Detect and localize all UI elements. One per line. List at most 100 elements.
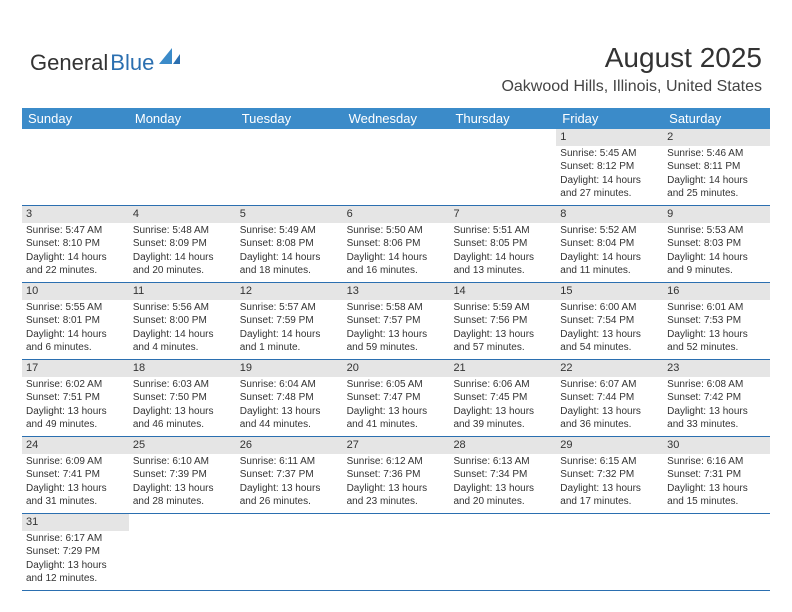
day-body: Sunrise: 5:51 AMSunset: 8:05 PMDaylight:… — [449, 223, 556, 281]
sunrise-line: Sunrise: 5:57 AM — [240, 301, 339, 315]
day-cell: 20Sunrise: 6:05 AMSunset: 7:47 PMDayligh… — [343, 360, 450, 436]
location: Oakwood Hills, Illinois, United States — [501, 78, 762, 96]
sunrise-line: Sunrise: 5:50 AM — [347, 224, 446, 238]
day-number: 17 — [22, 360, 129, 377]
day-body: Sunrise: 6:16 AMSunset: 7:31 PMDaylight:… — [663, 454, 770, 512]
day-number: 9 — [663, 206, 770, 223]
sunset-line: Sunset: 7:56 PM — [453, 314, 552, 328]
day-number: 28 — [449, 437, 556, 454]
day-number: 8 — [556, 206, 663, 223]
day-body: Sunrise: 5:56 AMSunset: 8:00 PMDaylight:… — [129, 300, 236, 358]
day-number: 16 — [663, 283, 770, 300]
day-number: 27 — [343, 437, 450, 454]
day-body: Sunrise: 6:11 AMSunset: 7:37 PMDaylight:… — [236, 454, 343, 512]
daylight-line: Daylight: 13 hours and 44 minutes. — [240, 405, 339, 432]
day-cell: 5Sunrise: 5:49 AMSunset: 8:08 PMDaylight… — [236, 206, 343, 282]
day-body: Sunrise: 6:10 AMSunset: 7:39 PMDaylight:… — [129, 454, 236, 512]
empty-cell — [236, 129, 343, 205]
daylight-line: Daylight: 14 hours and 22 minutes. — [26, 251, 125, 278]
sunset-line: Sunset: 8:05 PM — [453, 237, 552, 251]
daylight-line: Daylight: 13 hours and 41 minutes. — [347, 405, 446, 432]
empty-cell — [663, 514, 770, 590]
day-cell: 6Sunrise: 5:50 AMSunset: 8:06 PMDaylight… — [343, 206, 450, 282]
sunrise-line: Sunrise: 6:11 AM — [240, 455, 339, 469]
daylight-line: Daylight: 13 hours and 12 minutes. — [26, 559, 125, 586]
sunset-line: Sunset: 7:41 PM — [26, 468, 125, 482]
day-body: Sunrise: 6:00 AMSunset: 7:54 PMDaylight:… — [556, 300, 663, 358]
daylight-line: Daylight: 14 hours and 9 minutes. — [667, 251, 766, 278]
empty-cell — [449, 129, 556, 205]
daylight-line: Daylight: 13 hours and 31 minutes. — [26, 482, 125, 509]
day-number: 31 — [22, 514, 129, 531]
day-cell: 25Sunrise: 6:10 AMSunset: 7:39 PMDayligh… — [129, 437, 236, 513]
day-body: Sunrise: 5:50 AMSunset: 8:06 PMDaylight:… — [343, 223, 450, 281]
day-body: Sunrise: 6:13 AMSunset: 7:34 PMDaylight:… — [449, 454, 556, 512]
day-body: Sunrise: 6:07 AMSunset: 7:44 PMDaylight:… — [556, 377, 663, 435]
sunrise-line: Sunrise: 5:48 AM — [133, 224, 232, 238]
sunrise-line: Sunrise: 6:00 AM — [560, 301, 659, 315]
day-body: Sunrise: 5:45 AMSunset: 8:12 PMDaylight:… — [556, 146, 663, 204]
day-cell: 7Sunrise: 5:51 AMSunset: 8:05 PMDaylight… — [449, 206, 556, 282]
sunrise-line: Sunrise: 5:49 AM — [240, 224, 339, 238]
day-number: 20 — [343, 360, 450, 377]
day-cell: 12Sunrise: 5:57 AMSunset: 7:59 PMDayligh… — [236, 283, 343, 359]
sunset-line: Sunset: 7:39 PM — [133, 468, 232, 482]
day-body: Sunrise: 6:15 AMSunset: 7:32 PMDaylight:… — [556, 454, 663, 512]
empty-cell — [129, 129, 236, 205]
sunrise-line: Sunrise: 6:17 AM — [26, 532, 125, 546]
day-number: 25 — [129, 437, 236, 454]
logo-text-general: General — [30, 50, 108, 76]
day-body: Sunrise: 5:59 AMSunset: 7:56 PMDaylight:… — [449, 300, 556, 358]
day-body: Sunrise: 6:05 AMSunset: 7:47 PMDaylight:… — [343, 377, 450, 435]
sunrise-line: Sunrise: 5:45 AM — [560, 147, 659, 161]
day-body: Sunrise: 5:58 AMSunset: 7:57 PMDaylight:… — [343, 300, 450, 358]
sunset-line: Sunset: 7:32 PM — [560, 468, 659, 482]
week-row: 1Sunrise: 5:45 AMSunset: 8:12 PMDaylight… — [22, 129, 770, 206]
empty-cell — [343, 514, 450, 590]
day-cell: 31Sunrise: 6:17 AMSunset: 7:29 PMDayligh… — [22, 514, 129, 590]
day-cell: 17Sunrise: 6:02 AMSunset: 7:51 PMDayligh… — [22, 360, 129, 436]
daylight-line: Daylight: 13 hours and 59 minutes. — [347, 328, 446, 355]
empty-cell — [449, 514, 556, 590]
day-number: 19 — [236, 360, 343, 377]
sunset-line: Sunset: 8:08 PM — [240, 237, 339, 251]
daylight-line: Daylight: 13 hours and 49 minutes. — [26, 405, 125, 432]
day-of-week-header: Sunday Monday Tuesday Wednesday Thursday… — [22, 108, 770, 129]
sunset-line: Sunset: 8:11 PM — [667, 160, 766, 174]
sunrise-line: Sunrise: 5:52 AM — [560, 224, 659, 238]
day-body: Sunrise: 6:04 AMSunset: 7:48 PMDaylight:… — [236, 377, 343, 435]
sunset-line: Sunset: 7:31 PM — [667, 468, 766, 482]
day-body: Sunrise: 6:09 AMSunset: 7:41 PMDaylight:… — [22, 454, 129, 512]
week-row: 24Sunrise: 6:09 AMSunset: 7:41 PMDayligh… — [22, 437, 770, 514]
day-body: Sunrise: 5:48 AMSunset: 8:09 PMDaylight:… — [129, 223, 236, 281]
sunset-line: Sunset: 7:36 PM — [347, 468, 446, 482]
sunset-line: Sunset: 8:00 PM — [133, 314, 232, 328]
day-cell: 28Sunrise: 6:13 AMSunset: 7:34 PMDayligh… — [449, 437, 556, 513]
day-body: Sunrise: 5:52 AMSunset: 8:04 PMDaylight:… — [556, 223, 663, 281]
day-body: Sunrise: 5:49 AMSunset: 8:08 PMDaylight:… — [236, 223, 343, 281]
sunrise-line: Sunrise: 5:46 AM — [667, 147, 766, 161]
sunrise-line: Sunrise: 6:01 AM — [667, 301, 766, 315]
sunrise-line: Sunrise: 5:59 AM — [453, 301, 552, 315]
day-body: Sunrise: 6:03 AMSunset: 7:50 PMDaylight:… — [129, 377, 236, 435]
day-number: 13 — [343, 283, 450, 300]
daylight-line: Daylight: 13 hours and 15 minutes. — [667, 482, 766, 509]
daylight-line: Daylight: 13 hours and 57 minutes. — [453, 328, 552, 355]
daylight-line: Daylight: 13 hours and 26 minutes. — [240, 482, 339, 509]
day-number: 2 — [663, 129, 770, 146]
sunrise-line: Sunrise: 6:10 AM — [133, 455, 232, 469]
day-cell: 21Sunrise: 6:06 AMSunset: 7:45 PMDayligh… — [449, 360, 556, 436]
day-number: 18 — [129, 360, 236, 377]
daylight-line: Daylight: 14 hours and 4 minutes. — [133, 328, 232, 355]
logo-sail-icon — [158, 47, 184, 70]
sunset-line: Sunset: 8:09 PM — [133, 237, 232, 251]
day-number: 30 — [663, 437, 770, 454]
calendar-grid: Sunday Monday Tuesday Wednesday Thursday… — [22, 108, 770, 591]
day-body: Sunrise: 6:17 AMSunset: 7:29 PMDaylight:… — [22, 531, 129, 589]
sunset-line: Sunset: 7:29 PM — [26, 545, 125, 559]
dow-wednesday: Wednesday — [343, 108, 450, 129]
day-cell: 14Sunrise: 5:59 AMSunset: 7:56 PMDayligh… — [449, 283, 556, 359]
sunset-line: Sunset: 8:06 PM — [347, 237, 446, 251]
day-number: 12 — [236, 283, 343, 300]
sunset-line: Sunset: 7:44 PM — [560, 391, 659, 405]
